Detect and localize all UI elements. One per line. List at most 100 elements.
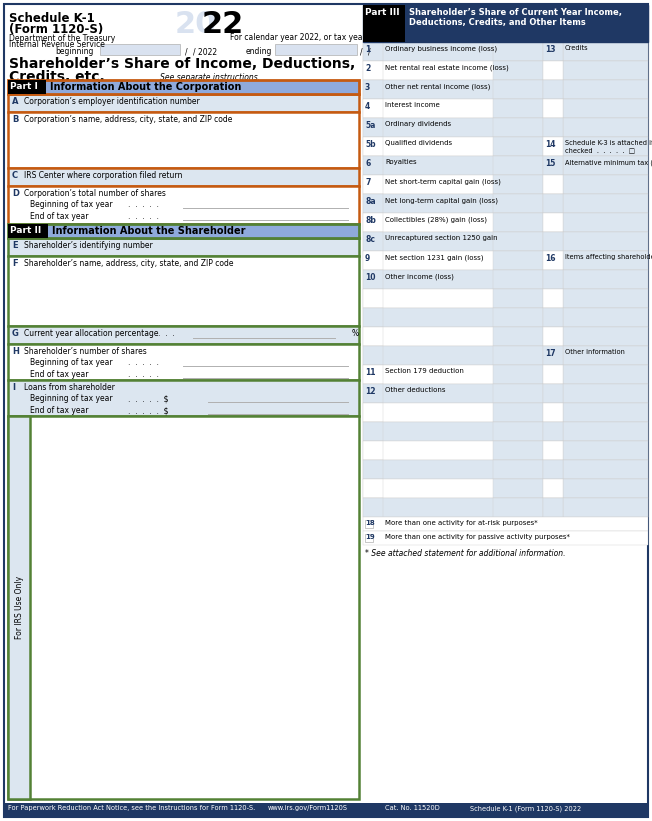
Text: Collectibles (28%) gain (loss): Collectibles (28%) gain (loss) <box>385 216 487 222</box>
Text: Amended K-1: Amended K-1 <box>450 17 501 26</box>
Text: Unrecaptured section 1250 gain: Unrecaptured section 1250 gain <box>385 235 497 241</box>
Text: beginning: beginning <box>55 47 93 56</box>
Bar <box>363 270 648 289</box>
Bar <box>363 156 383 175</box>
Bar <box>563 460 648 479</box>
Bar <box>563 422 648 441</box>
Bar <box>543 270 563 289</box>
Bar <box>493 80 543 99</box>
Text: Other information: Other information <box>565 349 625 355</box>
Bar <box>543 137 563 156</box>
Text: Net short-term capital gain (loss): Net short-term capital gain (loss) <box>385 178 501 185</box>
Bar <box>363 42 648 61</box>
Bar <box>363 308 648 327</box>
Bar <box>563 327 648 346</box>
Bar <box>563 213 648 232</box>
Bar <box>493 327 543 346</box>
Text: 16: 16 <box>545 254 556 263</box>
Bar <box>8 326 359 344</box>
Bar <box>363 403 648 422</box>
Bar <box>365 520 373 528</box>
Bar <box>363 384 648 403</box>
Text: 1: 1 <box>365 45 370 54</box>
Bar <box>8 94 359 112</box>
Text: Schedule K-1: Schedule K-1 <box>9 12 95 25</box>
Text: .  .  .  .  .: . . . . . <box>128 212 159 221</box>
Bar <box>493 61 543 80</box>
Bar <box>563 365 648 384</box>
Bar <box>363 5 405 42</box>
Bar <box>543 384 563 403</box>
Bar <box>363 80 383 99</box>
Bar <box>563 194 648 213</box>
Bar <box>363 289 648 308</box>
Bar <box>363 80 648 99</box>
Bar <box>363 137 383 156</box>
Text: 671121: 671121 <box>505 10 574 28</box>
Bar <box>4 803 648 817</box>
Text: 5a: 5a <box>365 121 376 130</box>
Bar <box>493 365 543 384</box>
Text: For calendar year 2022, or tax year: For calendar year 2022, or tax year <box>230 33 366 42</box>
Text: Ordinary dividends: Ordinary dividends <box>385 121 451 127</box>
Text: Corporation’s total number of shares: Corporation’s total number of shares <box>24 189 166 198</box>
Bar <box>543 327 563 346</box>
Bar <box>563 156 648 175</box>
Text: Credits, etc.: Credits, etc. <box>9 70 105 84</box>
Text: 6: 6 <box>365 159 370 168</box>
Bar <box>563 403 648 422</box>
Bar <box>543 479 563 498</box>
Bar <box>563 346 648 365</box>
Text: ☐: ☐ <box>440 17 447 26</box>
Text: Beginning of tax year: Beginning of tax year <box>30 394 113 403</box>
Text: A: A <box>12 97 18 106</box>
Bar <box>363 289 383 308</box>
Bar <box>8 416 30 799</box>
Bar <box>8 168 359 186</box>
Text: C: C <box>12 171 18 180</box>
Text: Net section 1231 gain (loss): Net section 1231 gain (loss) <box>385 254 484 260</box>
Text: End of tax year: End of tax year <box>30 212 89 221</box>
Bar <box>363 99 648 118</box>
Bar <box>363 498 383 517</box>
Bar <box>543 308 563 327</box>
Text: * See attached statement for additional information.: * See attached statement for additional … <box>365 549 565 558</box>
Text: E: E <box>12 241 18 250</box>
Bar <box>493 346 543 365</box>
Bar <box>493 460 543 479</box>
Bar <box>363 213 383 232</box>
Text: Alternative minimum tax (AMT) items: Alternative minimum tax (AMT) items <box>565 159 652 166</box>
Bar <box>563 137 648 156</box>
Text: Section 179 deduction: Section 179 deduction <box>385 368 464 374</box>
Bar <box>563 42 648 61</box>
Text: 14: 14 <box>545 140 556 149</box>
Text: Shareholder’s number of shares: Shareholder’s number of shares <box>24 347 147 356</box>
Bar <box>363 531 648 545</box>
Bar <box>363 5 648 42</box>
Bar <box>363 422 383 441</box>
Text: www.irs.gov/Form1120S: www.irs.gov/Form1120S <box>268 805 348 811</box>
Bar <box>8 238 359 256</box>
Bar <box>8 416 359 799</box>
Bar <box>363 175 383 194</box>
Bar <box>543 498 563 517</box>
Bar <box>8 186 359 224</box>
Bar <box>363 346 648 365</box>
Bar <box>493 137 543 156</box>
Bar <box>543 175 563 194</box>
Text: /: / <box>360 47 363 56</box>
Text: More than one activity for passive activity purposes*: More than one activity for passive activ… <box>385 534 570 540</box>
Bar <box>543 365 563 384</box>
Text: 8b: 8b <box>365 216 376 225</box>
Bar <box>363 441 648 460</box>
Text: Interest income: Interest income <box>385 102 439 108</box>
Text: End of tax year: End of tax year <box>30 370 89 379</box>
Bar <box>543 403 563 422</box>
Bar <box>363 346 383 365</box>
Text: 18: 18 <box>365 520 375 526</box>
Text: 11: 11 <box>365 368 376 377</box>
Bar <box>543 460 563 479</box>
Bar <box>543 99 563 118</box>
Text: Other deductions: Other deductions <box>385 387 445 393</box>
Bar <box>363 365 648 384</box>
